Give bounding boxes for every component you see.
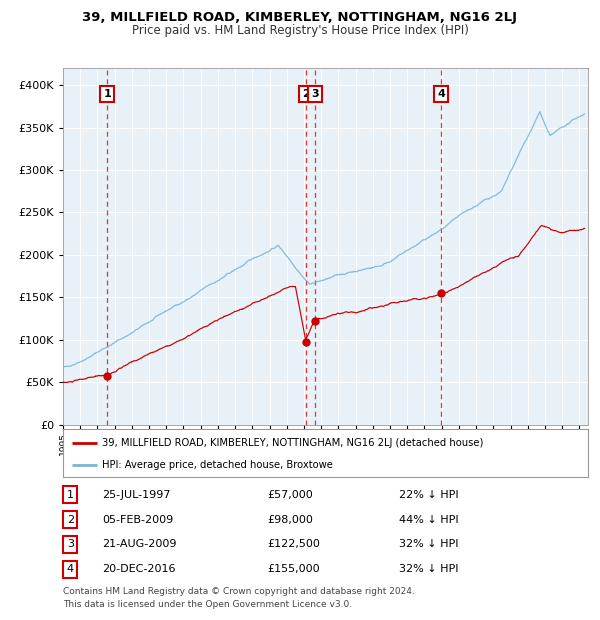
Text: 39, MILLFIELD ROAD, KIMBERLEY, NOTTINGHAM, NG16 2LJ (detached house): 39, MILLFIELD ROAD, KIMBERLEY, NOTTINGHA… [103,438,484,448]
Text: 3: 3 [311,89,319,99]
Text: £155,000: £155,000 [267,564,320,574]
Text: £122,500: £122,500 [267,539,320,549]
Text: 21-AUG-2009: 21-AUG-2009 [102,539,176,549]
Text: Contains HM Land Registry data © Crown copyright and database right 2024.: Contains HM Land Registry data © Crown c… [63,587,415,596]
Text: 39, MILLFIELD ROAD, KIMBERLEY, NOTTINGHAM, NG16 2LJ: 39, MILLFIELD ROAD, KIMBERLEY, NOTTINGHA… [83,11,517,24]
Text: 32% ↓ HPI: 32% ↓ HPI [399,539,458,549]
Text: 32% ↓ HPI: 32% ↓ HPI [399,564,458,574]
Text: 05-FEB-2009: 05-FEB-2009 [102,515,173,525]
Text: 1: 1 [103,89,111,99]
Text: £98,000: £98,000 [267,515,313,525]
Text: 4: 4 [67,564,74,574]
Text: 4: 4 [437,89,445,99]
Text: 1: 1 [67,490,74,500]
Text: 25-JUL-1997: 25-JUL-1997 [102,490,170,500]
Text: 20-DEC-2016: 20-DEC-2016 [102,564,176,574]
Text: 2: 2 [67,515,74,525]
Text: 44% ↓ HPI: 44% ↓ HPI [399,515,458,525]
Text: £57,000: £57,000 [267,490,313,500]
Text: This data is licensed under the Open Government Licence v3.0.: This data is licensed under the Open Gov… [63,600,352,609]
Text: 22% ↓ HPI: 22% ↓ HPI [399,490,458,500]
Text: Price paid vs. HM Land Registry's House Price Index (HPI): Price paid vs. HM Land Registry's House … [131,24,469,37]
Text: 2: 2 [302,89,310,99]
Text: HPI: Average price, detached house, Broxtowe: HPI: Average price, detached house, Brox… [103,460,333,471]
Text: 3: 3 [67,539,74,549]
